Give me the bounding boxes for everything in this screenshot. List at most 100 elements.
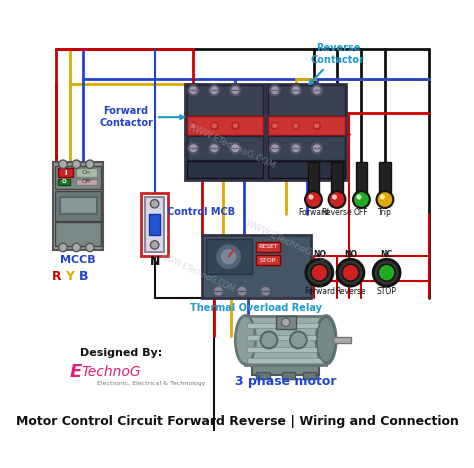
Bar [187, 116, 263, 135]
Text: WWW.ETechnoG.COM: WWW.ETechnoG.COM [159, 251, 236, 294]
Circle shape [59, 160, 67, 168]
Bar [268, 161, 345, 178]
Bar [256, 241, 280, 252]
Circle shape [313, 123, 320, 129]
Text: Off: Off [82, 179, 91, 184]
Bar [58, 168, 73, 177]
Text: NO: NO [344, 249, 357, 259]
Circle shape [380, 195, 385, 199]
Circle shape [312, 143, 322, 154]
Bar [247, 358, 324, 364]
Text: Reverse
Contactor: Reverse Contactor [310, 44, 365, 84]
Circle shape [209, 85, 219, 95]
Circle shape [272, 123, 278, 129]
Circle shape [378, 264, 395, 281]
Circle shape [188, 85, 198, 95]
Circle shape [188, 143, 198, 154]
Circle shape [209, 143, 219, 154]
Text: NO: NO [313, 249, 326, 259]
Circle shape [220, 249, 237, 265]
Text: O: O [62, 179, 66, 184]
Bar [247, 335, 324, 340]
Ellipse shape [316, 315, 336, 364]
Bar [268, 85, 345, 116]
Text: I: I [64, 169, 67, 176]
Bar [276, 316, 296, 329]
Circle shape [292, 123, 299, 129]
Text: STOP: STOP [260, 257, 276, 263]
Circle shape [86, 243, 94, 252]
Bar [187, 136, 263, 160]
Bar [246, 316, 326, 365]
Text: WWW.ETechnoG.COM: WWW.ETechnoG.COM [185, 122, 277, 171]
Circle shape [150, 241, 159, 249]
Bar [185, 83, 265, 180]
Bar [256, 255, 280, 265]
Bar [308, 162, 319, 194]
Text: OFF: OFF [354, 208, 369, 218]
Bar [141, 193, 168, 256]
Text: Control MCB: Control MCB [167, 207, 236, 217]
Circle shape [309, 195, 313, 199]
Circle shape [72, 160, 81, 168]
Circle shape [342, 264, 359, 281]
Circle shape [230, 143, 240, 154]
Bar [58, 178, 70, 185]
Circle shape [215, 243, 242, 270]
Bar [202, 235, 311, 298]
Bar [256, 372, 270, 379]
Circle shape [290, 331, 307, 348]
Bar [76, 168, 98, 177]
Text: 3 phase motor: 3 phase motor [235, 375, 337, 388]
Circle shape [270, 85, 280, 95]
Bar [252, 364, 319, 375]
Bar [55, 222, 101, 246]
Circle shape [232, 123, 239, 129]
Circle shape [261, 331, 277, 348]
Circle shape [150, 199, 159, 208]
Text: Trip: Trip [378, 208, 392, 218]
Text: TechnoG: TechnoG [82, 365, 141, 379]
Bar [331, 162, 343, 194]
Bar [55, 191, 101, 220]
Circle shape [86, 160, 94, 168]
Circle shape [306, 259, 333, 286]
Circle shape [72, 243, 81, 252]
Circle shape [230, 85, 240, 95]
Circle shape [337, 259, 364, 286]
Text: Y: Y [65, 271, 74, 283]
Bar [268, 136, 345, 160]
Circle shape [282, 318, 290, 327]
Bar [268, 116, 345, 135]
Circle shape [211, 123, 218, 129]
Circle shape [376, 191, 393, 208]
Ellipse shape [235, 315, 255, 364]
Text: Motor Control Circuit Forward Reverse | Wiring and Connection: Motor Control Circuit Forward Reverse | … [16, 415, 458, 428]
Circle shape [305, 191, 322, 208]
Circle shape [59, 243, 67, 252]
Text: E: E [70, 363, 82, 381]
Text: On: On [82, 170, 91, 175]
Bar [302, 372, 316, 379]
Bar [60, 197, 97, 214]
Bar [55, 166, 101, 190]
Bar [146, 197, 164, 252]
Circle shape [237, 286, 247, 296]
Bar [282, 372, 295, 379]
Bar [187, 161, 263, 178]
Text: RESET: RESET [258, 244, 278, 249]
Bar [53, 162, 103, 250]
Text: WWW.ETechnoG.COM: WWW.ETechnoG.COM [244, 219, 336, 268]
Bar [333, 336, 351, 344]
Circle shape [213, 286, 224, 296]
Bar [206, 239, 252, 274]
Bar [379, 162, 391, 194]
Circle shape [291, 143, 301, 154]
Circle shape [190, 123, 197, 129]
Circle shape [332, 195, 337, 199]
Bar [187, 85, 263, 116]
Bar [149, 214, 161, 235]
Text: B: B [78, 271, 88, 283]
Circle shape [270, 143, 280, 154]
Ellipse shape [317, 317, 336, 363]
